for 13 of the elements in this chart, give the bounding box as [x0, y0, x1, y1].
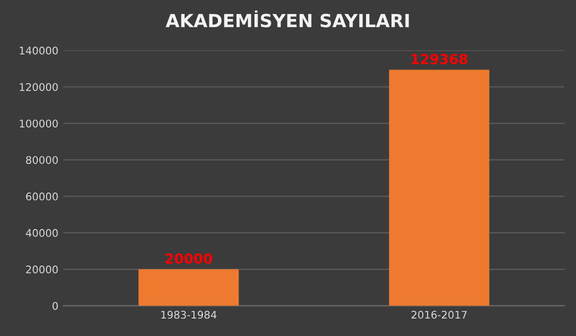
- y-tick-label: 40000: [26, 229, 58, 237]
- y-tick-label: 20000: [26, 266, 58, 274]
- y-tick-label: 140000: [20, 46, 58, 55]
- x-tick-label: 1983-1984: [161, 310, 216, 319]
- y-tick-label: 80000: [26, 156, 58, 164]
- y-tick-label: 100000: [20, 120, 58, 128]
- y-tick-label: 0: [52, 302, 58, 310]
- data-label: 20000: [166, 253, 212, 264]
- y-tick-label: 60000: [26, 192, 58, 200]
- chart-title: AKADEMİSYEN SAYILARI: [166, 10, 409, 28]
- x-tick-label: 2016-2017: [412, 310, 467, 319]
- y-tick-label: 120000: [20, 83, 58, 91]
- data-label: 129368: [412, 54, 468, 64]
